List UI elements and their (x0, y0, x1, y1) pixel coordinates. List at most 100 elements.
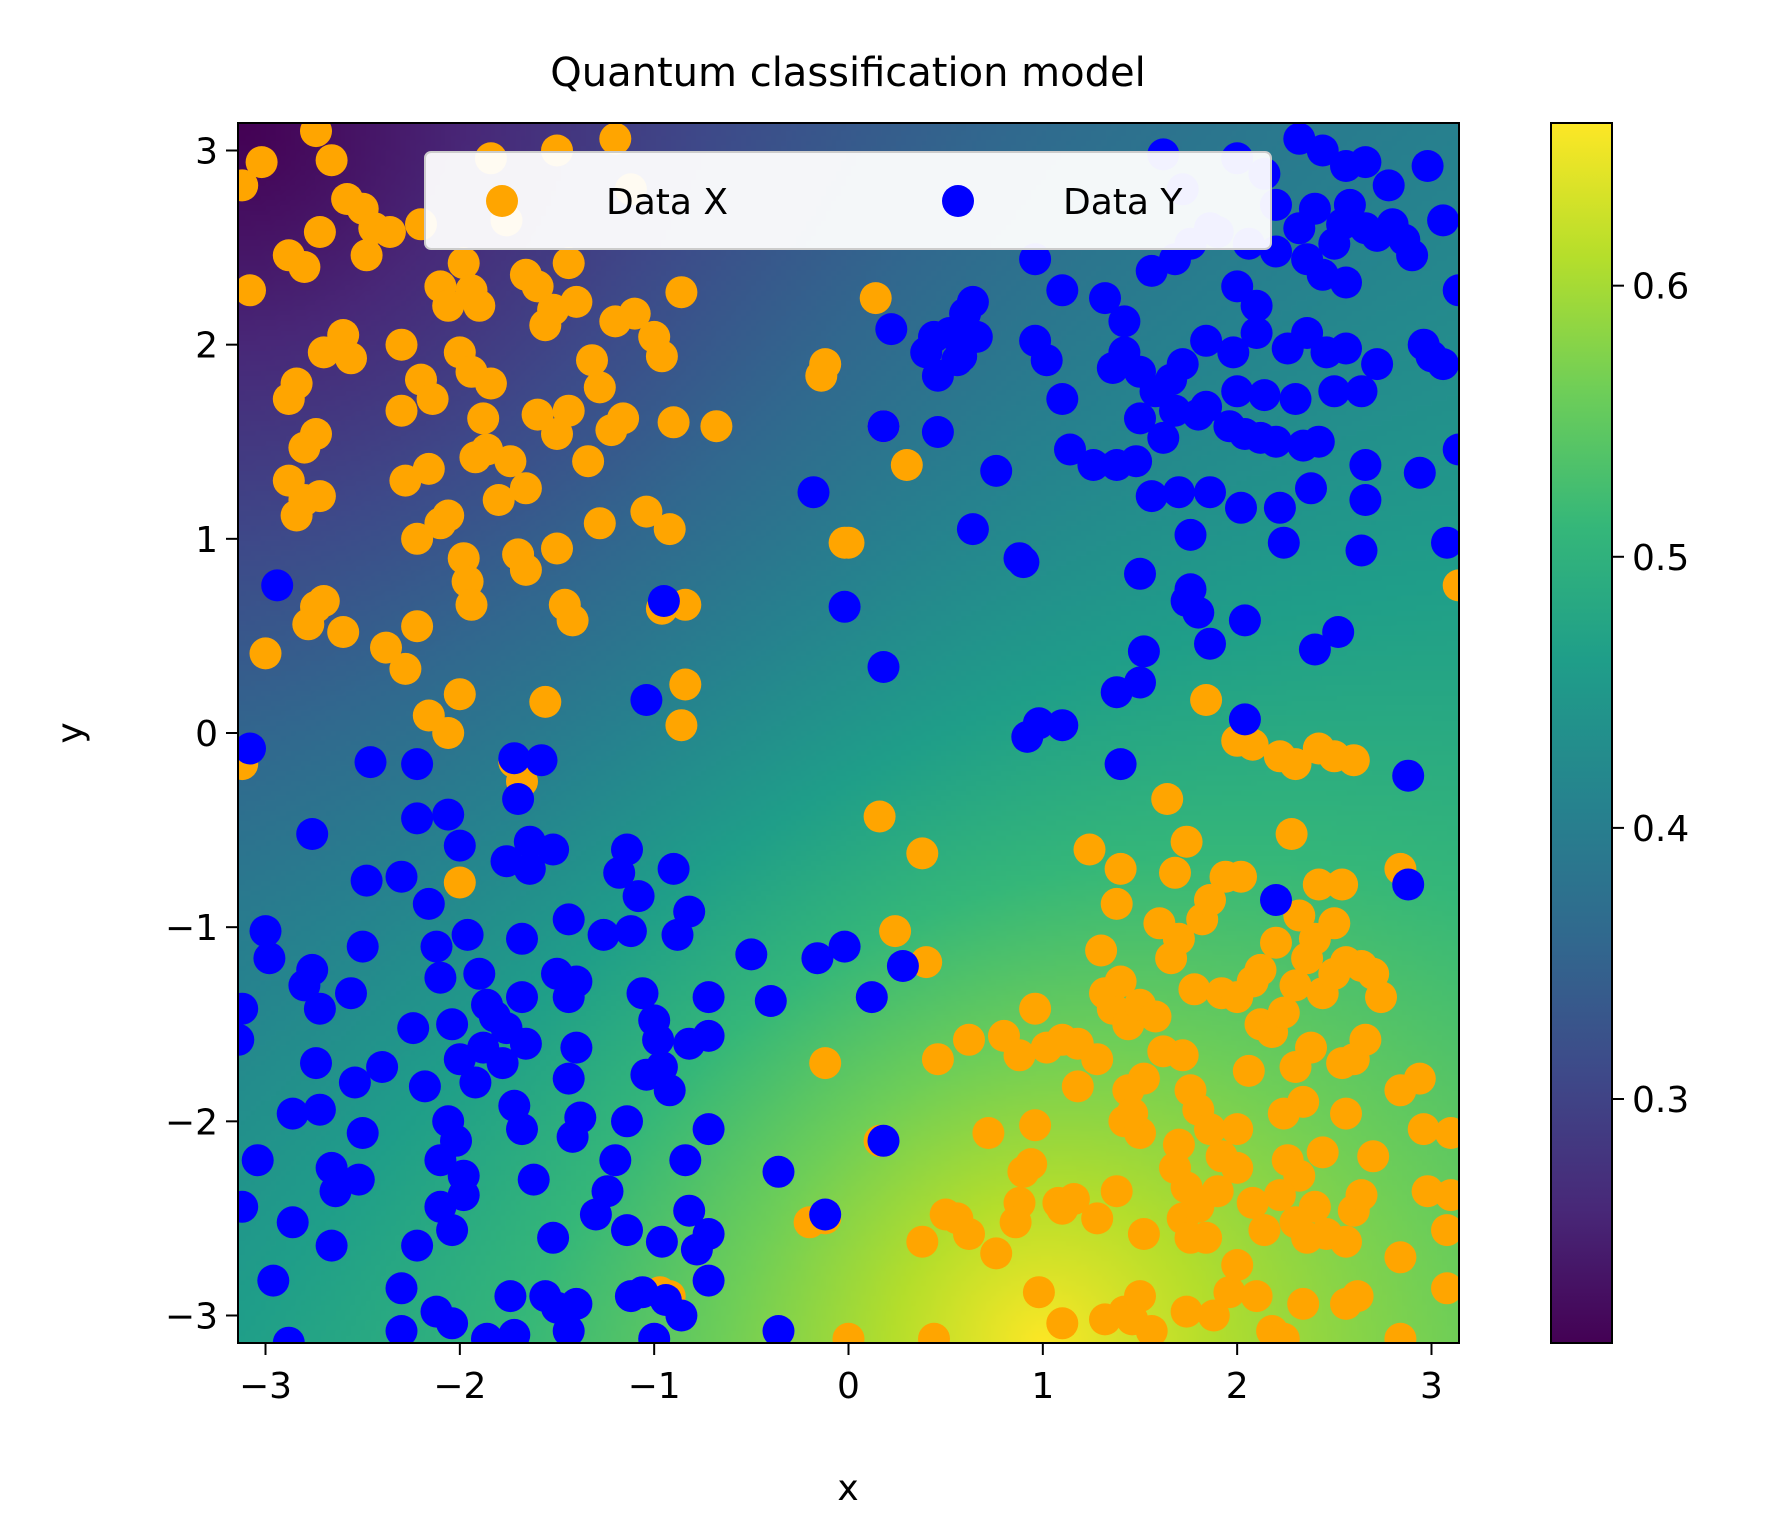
scatter-point-data-x (509, 472, 542, 505)
scatter-point-data-y (1295, 472, 1327, 505)
scatter-point-data-x (1283, 1159, 1316, 1192)
scatter-point-data-y (385, 1315, 418, 1343)
legend-marker-data-x (486, 185, 518, 217)
scatter-point-data-x (1201, 1175, 1234, 1208)
scatter-point-data-x (556, 604, 589, 637)
scatter-point-data-y (537, 833, 570, 866)
scatter-point-data-y (537, 1221, 570, 1254)
scatter-point-data-x (906, 837, 939, 870)
scatter-point-data-x (657, 406, 690, 439)
scatter-point-data-y (980, 454, 1013, 487)
scatter-point-data-x (1240, 1280, 1273, 1313)
scatter-point-data-y (1124, 402, 1156, 435)
scatter-point-data-y (436, 1008, 469, 1041)
scatter-point-data-x (828, 526, 861, 559)
scatter-point-data-y (471, 1322, 503, 1343)
scatter-point-data-x (327, 616, 360, 648)
scatter-point-data-y (502, 783, 535, 815)
scatter-point-data-y (1330, 150, 1362, 182)
scatter-point-data-y (513, 852, 546, 885)
scatter-point-data-y (451, 918, 484, 951)
scatter-point-data-y (1349, 449, 1382, 481)
scatter-point-data-y (432, 798, 465, 831)
scatter-point-data-y (397, 1012, 430, 1045)
scatter-point-data-y (645, 1225, 678, 1258)
scatter-point-data-x (509, 553, 542, 586)
scatter-point-data-y (867, 410, 900, 443)
scatter-point-data-y (517, 1163, 550, 1196)
scatter-point-data-x (335, 342, 367, 375)
scatter-point-data-y (801, 942, 834, 975)
scatter-point-data-x (401, 610, 434, 643)
scatter-point-data-x (700, 410, 733, 443)
scatter-point-data-x (238, 169, 259, 202)
scatter-point-data-x (1330, 1097, 1362, 1130)
scatter-point-data-x (1279, 969, 1312, 1002)
scatter-point-data-y (498, 1318, 531, 1343)
scatter-point-data-x (1081, 1202, 1114, 1235)
scatter-point-data-y (494, 1280, 527, 1313)
scatter-point-data-y (828, 590, 861, 623)
scatter-point-data-y (241, 1144, 274, 1177)
scatter-point-data-x (1236, 728, 1269, 761)
y-axis-label: y (50, 722, 91, 743)
scatter-point-data-x (1306, 1136, 1339, 1169)
scatter-point-data-x (1357, 1140, 1390, 1173)
scatter-point-data-y (669, 1144, 702, 1177)
scatter-point-data-x (447, 247, 480, 280)
scatter-point-data-x (1431, 1214, 1459, 1247)
scatter-point-data-x (373, 216, 406, 248)
scatter-point-data-x (1384, 1322, 1417, 1343)
scatter-point-data-x (1267, 996, 1300, 1029)
scatter-point-data-y (1349, 484, 1382, 516)
x-tick-label: 1 (1031, 1366, 1054, 1407)
scatter-point-data-y (459, 1066, 492, 1099)
scatter-point-data-y (1182, 398, 1215, 431)
scatter-point-data-y (875, 313, 908, 346)
scatter-point-data-x (432, 717, 465, 749)
scatter-point-data-y (401, 802, 434, 835)
scatter-point-data-x (1061, 1070, 1094, 1103)
scatter-point-data-x (494, 445, 527, 478)
scatter-point-data-x (1170, 1295, 1203, 1328)
scatter-point-data-x (1442, 569, 1459, 602)
scatter-point-data-x (474, 367, 507, 400)
scatter-point-data-y (560, 965, 593, 998)
scatter-point-data-x (1190, 684, 1223, 716)
scatter-point-data-x (583, 507, 616, 540)
scatter-point-data-y (401, 748, 434, 781)
scatter-point-data-x (1295, 1031, 1327, 1064)
scatter-point-data-y (614, 915, 647, 948)
scatter-point-data-y (436, 1307, 469, 1340)
scatter-point-data-y (1166, 348, 1199, 381)
scatter-point-data-x (1244, 953, 1277, 986)
scatter-point-data-y (960, 320, 993, 353)
scatter-point-data-x (1384, 1241, 1417, 1274)
scatter-point-data-y (1217, 336, 1250, 369)
scatter-point-data-x (1170, 825, 1203, 858)
scatter-point-data-x (1263, 1179, 1296, 1212)
scatter-point-data-x (1267, 1097, 1300, 1130)
scatter-point-data-x (1267, 1322, 1300, 1343)
scatter-point-data-x (303, 480, 336, 513)
scatter-point-data-y (1127, 635, 1160, 668)
scatter-point-data-y (1135, 480, 1168, 513)
scatter-point-data-y (1174, 518, 1207, 551)
colorbar-tick-label: 0.3 (1632, 1080, 1689, 1121)
scatter-point-data-x (1155, 942, 1188, 975)
scatter-point-data-y (346, 930, 379, 963)
scatter-point-data-x (1279, 1206, 1312, 1239)
scatter-point-data-y (956, 513, 989, 546)
scatter-point-data-x (292, 608, 325, 641)
x-tick-label: 0 (837, 1366, 860, 1407)
x-axis-ticks: −3 −2 −1 0 1 2 3 (239, 1343, 1443, 1407)
scatter-point-data-y (611, 1214, 643, 1247)
scatter-point-data-y (300, 1047, 332, 1080)
scatter-point-data-x (929, 1198, 962, 1231)
scatter-point-data-x (1159, 856, 1191, 889)
scatter-point-data-y (447, 1179, 480, 1212)
scatter-point-data-x (1019, 1109, 1052, 1142)
scatter-point-data-y (692, 1264, 725, 1297)
scatter-point-data-y (921, 359, 954, 392)
scatter-point-data-y (420, 930, 453, 963)
